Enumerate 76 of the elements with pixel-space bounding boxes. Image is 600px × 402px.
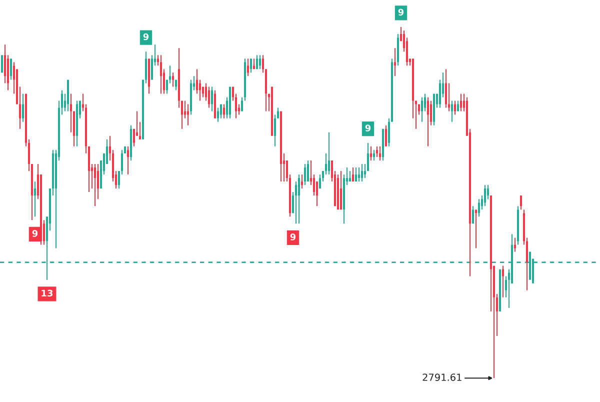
candlestick [520, 196, 522, 210]
candlestick [502, 266, 504, 298]
candlestick [376, 146, 378, 157]
candlestick [370, 146, 372, 160]
candlestick [499, 269, 501, 312]
candlestick [397, 34, 399, 66]
candlestick [244, 58, 246, 101]
candlestick [484, 185, 486, 206]
candlestick [94, 164, 96, 206]
candlestick [394, 48, 396, 76]
candlestick [223, 104, 225, 118]
candlestick [373, 150, 375, 160]
candlestick [355, 167, 357, 182]
annotation: 13 [42, 290, 53, 297]
candlestick [340, 170, 342, 210]
candlestick [220, 104, 222, 118]
candlestick [478, 199, 480, 217]
candlestick [298, 174, 300, 224]
candlestick [160, 55, 162, 94]
candlestick [250, 58, 252, 73]
candlestick [148, 58, 150, 94]
candlestick [1, 55, 3, 73]
candlestick [259, 55, 261, 70]
candlestick [307, 160, 309, 182]
candlestick [382, 128, 384, 160]
candlestick [514, 238, 516, 252]
candlestick [76, 100, 78, 146]
candlestick [352, 167, 354, 182]
candlestick [421, 97, 423, 122]
candlestick [10, 58, 12, 80]
candlestick [379, 146, 381, 160]
annotation: 9 [398, 8, 404, 16]
candlestick [304, 164, 306, 186]
candlestick [457, 100, 459, 112]
candlestick [385, 125, 387, 146]
candlestick [67, 80, 69, 112]
candlestick [358, 167, 360, 182]
candlestick [217, 108, 219, 122]
candlestick [253, 58, 255, 70]
candlestick [271, 86, 273, 136]
candlestick [472, 206, 474, 224]
candlestick [328, 132, 330, 174]
candlestick [130, 125, 132, 160]
candlestick [475, 210, 477, 248]
candlestick [460, 94, 462, 112]
candlestick [454, 100, 456, 115]
candlestick [256, 55, 258, 70]
candlestick [208, 86, 210, 108]
annotation: 2791.61 [422, 374, 462, 381]
annotation: 9 [143, 33, 149, 40]
candlestick [127, 146, 129, 174]
candlestick [517, 206, 519, 245]
candlestick [280, 111, 282, 182]
candlestick [175, 80, 177, 90]
candlestick [433, 94, 435, 126]
candlestick [349, 170, 351, 182]
candlestick [229, 86, 231, 118]
candlestick [214, 90, 216, 118]
candlestick [34, 182, 36, 217]
candlestick [319, 174, 321, 189]
annotation: 9 [290, 234, 296, 240]
candlestick [427, 97, 429, 146]
annotation: 9 [32, 230, 38, 237]
candlestick [445, 69, 447, 108]
candlestick [337, 174, 339, 210]
candlestick [361, 164, 363, 182]
candlestick [247, 58, 249, 76]
candlestick [172, 72, 174, 87]
candlestick [241, 97, 243, 112]
candlestick [301, 174, 303, 189]
candlestick [22, 94, 24, 122]
annotation: 9 [365, 124, 371, 132]
candlestick [211, 86, 213, 112]
candlestick [187, 104, 189, 126]
candlestick [451, 100, 453, 122]
candlestick [190, 80, 192, 115]
